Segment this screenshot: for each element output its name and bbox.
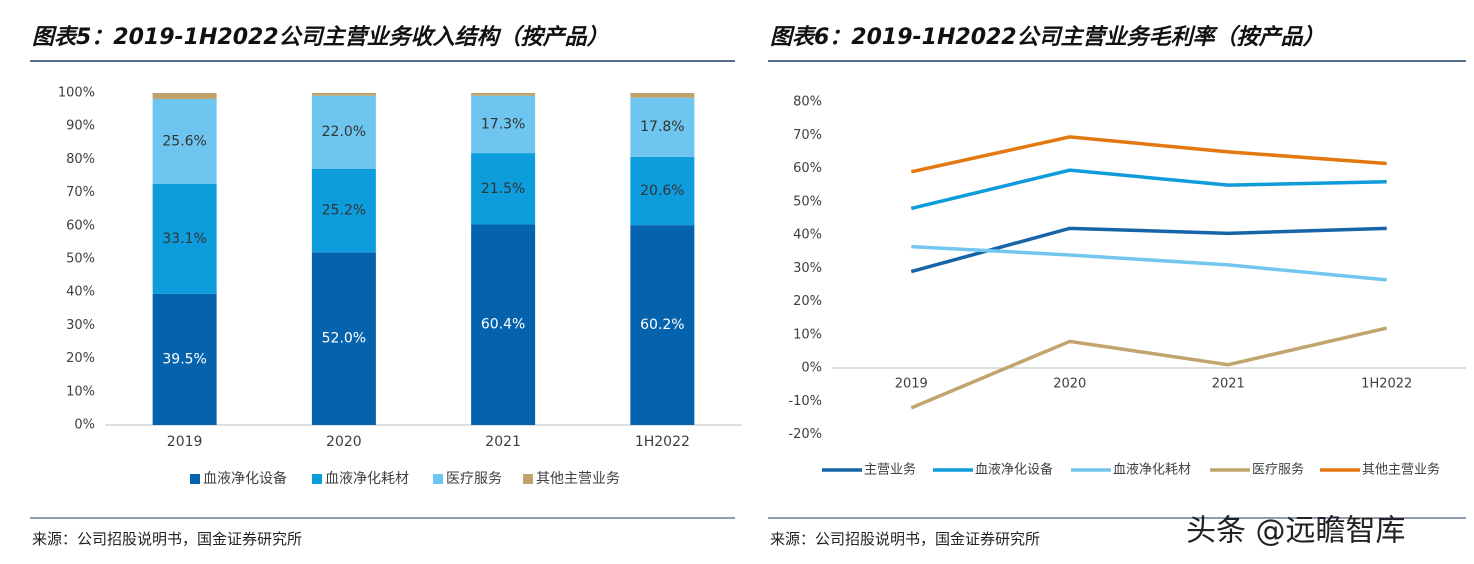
source: 来源：公司招股说明书，国金证券研究所 bbox=[770, 530, 1040, 548]
y-tick-label: 20% bbox=[793, 294, 822, 309]
watermark: 头条 @远瞻智库 bbox=[1186, 514, 1406, 549]
value-label: 20.6% bbox=[640, 183, 684, 199]
bar-segment bbox=[152, 293, 217, 425]
value-label: 25.6% bbox=[162, 133, 206, 149]
x-tick-label: 1H2022 bbox=[635, 434, 690, 450]
legend-swatch bbox=[312, 474, 322, 484]
legend-label: 医疗服务 bbox=[1252, 462, 1304, 478]
y-tick-label: 80% bbox=[793, 95, 822, 110]
bar-segment bbox=[630, 97, 695, 157]
source: 来源：公司招股说明书，国金证券研究所 bbox=[32, 530, 302, 548]
value-label: 17.8% bbox=[640, 119, 684, 135]
y-tick-label: 90% bbox=[66, 119, 95, 134]
y-tick-label: 10% bbox=[66, 384, 95, 399]
y-tick-label: 50% bbox=[66, 252, 95, 267]
bar-segment bbox=[471, 153, 536, 225]
legend-label: 血液净化耗材 bbox=[1113, 463, 1191, 478]
y-tick-label: 20% bbox=[66, 351, 95, 366]
bar-segment bbox=[152, 93, 217, 99]
bar-segment bbox=[311, 252, 376, 425]
value-label: 25.2% bbox=[322, 203, 366, 219]
line-series bbox=[910, 168, 1387, 211]
line-series bbox=[910, 326, 1388, 410]
bar-segment bbox=[471, 95, 536, 154]
legend-label: 血液净化设备 bbox=[203, 470, 287, 487]
legend-label: 其他主营业务 bbox=[536, 471, 620, 487]
y-tick-label: 30% bbox=[66, 318, 95, 333]
bar-segment bbox=[630, 225, 695, 425]
x-tick-label: 2020 bbox=[1053, 377, 1086, 392]
line-series bbox=[910, 135, 1387, 174]
value-label: 60.4% bbox=[481, 317, 525, 333]
y-tick-label: -20% bbox=[788, 427, 822, 442]
y-tick-label: -10% bbox=[788, 394, 822, 409]
y-tick-label: 50% bbox=[793, 194, 822, 209]
y-tick-label: 100% bbox=[58, 86, 95, 101]
bar-segment bbox=[471, 224, 536, 425]
value-label: 52.0% bbox=[322, 331, 366, 347]
value-label: 33.1% bbox=[162, 231, 206, 247]
bar-segment bbox=[152, 183, 217, 294]
value-label: 60.2% bbox=[640, 317, 684, 333]
y-tick-label: 10% bbox=[793, 327, 822, 342]
y-tick-label: 0% bbox=[74, 418, 95, 433]
y-tick-label: 80% bbox=[66, 152, 95, 167]
bar-segment bbox=[311, 93, 376, 96]
x-tick-label: 2019 bbox=[895, 377, 928, 392]
bar-segment bbox=[152, 98, 217, 184]
bar-segment bbox=[630, 156, 695, 226]
bar-segment bbox=[630, 93, 695, 98]
bar-segment bbox=[311, 95, 376, 169]
chart-title: 图表5：2019-1H2022公司主营业务收入结构（按产品） bbox=[32, 24, 609, 50]
chart-title: 图表6：2019-1H2022公司主营业务毛利率（按产品） bbox=[770, 24, 1325, 50]
y-tick-label: 60% bbox=[793, 161, 822, 176]
line-series bbox=[911, 244, 1387, 282]
y-tick-label: 40% bbox=[66, 285, 95, 300]
y-tick-label: 70% bbox=[66, 185, 95, 200]
x-tick-label: 1H2022 bbox=[1361, 377, 1412, 392]
legend-label: 血液净化设备 bbox=[975, 462, 1053, 478]
legend-swatch bbox=[190, 474, 200, 484]
value-label: 22.0% bbox=[322, 124, 366, 140]
x-tick-label: 2020 bbox=[326, 434, 362, 450]
legend-label: 医疗服务 bbox=[446, 471, 502, 487]
x-tick-label: 2019 bbox=[167, 434, 203, 450]
legend-swatch bbox=[433, 474, 443, 484]
y-tick-label: 0% bbox=[801, 361, 822, 376]
legend-label: 血液净化耗材 bbox=[325, 471, 409, 487]
bar-segment bbox=[311, 168, 376, 253]
value-label: 17.3% bbox=[481, 116, 525, 132]
legend-label: 其他主营业务 bbox=[1362, 462, 1440, 478]
legend-label: 主营业务 bbox=[864, 462, 916, 478]
y-tick-label: 60% bbox=[66, 218, 95, 233]
y-tick-label: 30% bbox=[793, 261, 822, 276]
y-tick-label: 40% bbox=[793, 228, 822, 243]
y-tick-label: 70% bbox=[793, 128, 822, 143]
x-tick-label: 2021 bbox=[485, 434, 521, 450]
value-label: 39.5% bbox=[162, 351, 206, 367]
value-label: 21.5% bbox=[481, 181, 525, 197]
legend-swatch bbox=[523, 474, 533, 484]
x-tick-label: 2021 bbox=[1212, 377, 1245, 392]
bar-segment bbox=[471, 93, 536, 96]
